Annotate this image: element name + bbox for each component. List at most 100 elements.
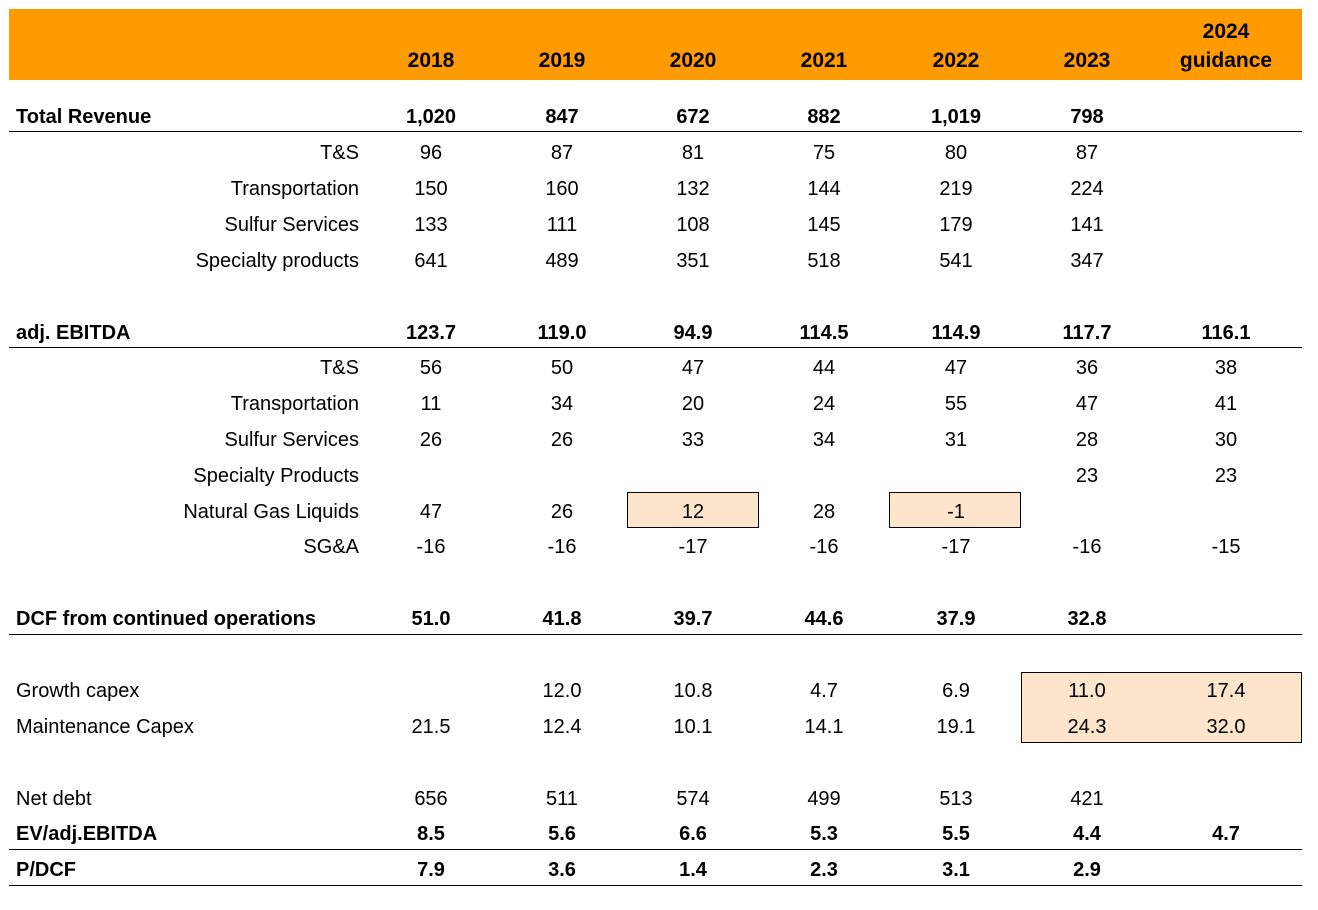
row-label: EV/adj.EBITDA — [16, 823, 158, 845]
table-row: Transportation 11 34 20 24 55 47 41 — [0, 390, 1318, 418]
cell-2019: 26 — [550, 501, 574, 523]
cell-2024-guidance: 4.7 — [1212, 823, 1240, 845]
cell-2023: 421 — [1070, 788, 1104, 810]
cell-2020: 12 — [681, 501, 705, 523]
row-label: Specialty Products — [193, 465, 359, 487]
row-label: Net debt — [16, 788, 92, 810]
row-label: P/DCF — [16, 859, 76, 881]
table-row: Natural Gas Liquids 47 26 12 28 -1 — [0, 498, 1318, 526]
cell-2022: 31 — [944, 429, 968, 451]
cell-2021: 24 — [812, 393, 836, 415]
cell-2022: 513 — [939, 788, 973, 810]
table-row: SG&A -16 -16 -17 -16 -17 -16 -15 — [0, 533, 1318, 561]
cell-2019: 5.6 — [548, 823, 576, 845]
cell-2019: 3.6 — [548, 859, 576, 881]
row-label: Sulfur Services — [224, 429, 360, 451]
cell-2020: 574 — [676, 788, 710, 810]
table-row: P/DCF 7.9 3.6 1.4 2.3 3.1 2.9 — [0, 856, 1318, 884]
cell-2022: 6.9 — [942, 680, 970, 702]
cell-2023: 2.9 — [1073, 859, 1101, 881]
cell-2018: 7.9 — [417, 859, 445, 881]
cell-2019: 847 — [545, 106, 579, 128]
cell-2021: 499 — [807, 788, 841, 810]
table-row: Specialty products 641 489 351 518 541 3… — [0, 247, 1318, 275]
table-row: Net debt 656 511 574 499 513 421 — [0, 785, 1318, 813]
cell-2019: 34 — [550, 393, 574, 415]
cell-2018: 656 — [414, 788, 448, 810]
cell-2022: 114.9 — [931, 322, 981, 344]
cell-2022: 541 — [939, 250, 973, 272]
cell-2021: 2.3 — [810, 859, 838, 881]
table-row: T&S 96 87 81 75 80 87 — [0, 139, 1318, 167]
row-label: Growth capex — [16, 680, 140, 702]
row-label: Sulfur Services — [224, 214, 360, 236]
cell-2024-guidance: 116.1 — [1201, 322, 1251, 344]
cell-2020: 47 — [681, 357, 705, 379]
cell-2022: 3.1 — [942, 859, 970, 881]
highlight-box-ngl-2022 — [889, 492, 1021, 528]
cell-2024-guidance: -15 — [1211, 536, 1241, 558]
row-label: Total Revenue — [16, 106, 152, 128]
cell-2021: 75 — [812, 142, 836, 164]
cell-2020: 351 — [676, 250, 710, 272]
cell-2021: 44.6 — [804, 608, 844, 630]
cell-2023: 24.3 — [1067, 716, 1107, 738]
cell-2024-guidance: 17.4 — [1206, 680, 1246, 702]
table-row: Growth capex 12.0 10.8 4.7 6.9 11.0 17.4 — [0, 677, 1318, 705]
row-label: T&S — [320, 357, 359, 379]
cell-2020: 20 — [681, 393, 705, 415]
cell-2018: 96 — [419, 142, 443, 164]
cell-2018: 8.5 — [417, 823, 445, 845]
cell-2018: 133 — [414, 214, 448, 236]
cell-2021: 44 — [812, 357, 836, 379]
cell-2023: 11.0 — [1068, 680, 1106, 702]
cell-2020: 39.7 — [673, 608, 713, 630]
table-row: adj. EBITDA 123.7 119.0 94.9 114.5 114.9… — [0, 319, 1318, 347]
cell-2022: 5.5 — [942, 823, 970, 845]
cell-2019: 511 — [546, 788, 578, 810]
cell-2020: -17 — [678, 536, 708, 558]
cell-2023: 4.4 — [1073, 823, 1101, 845]
cell-2018: 123.7 — [405, 322, 457, 344]
cell-2020: 81 — [681, 142, 705, 164]
cell-2021: -16 — [809, 536, 839, 558]
cell-2021: 144 — [807, 178, 841, 200]
row-label: Maintenance Capex — [16, 716, 194, 738]
year-2021-header: 2021 — [800, 49, 848, 72]
cell-2020: 10.1 — [673, 716, 713, 738]
cell-2023: 141 — [1070, 214, 1104, 236]
row-label: Transportation — [230, 393, 359, 415]
cell-2024-guidance: 32.0 — [1206, 716, 1246, 738]
cell-2019: 111 — [546, 214, 578, 236]
divider-total-revenue — [9, 131, 1302, 132]
table-row: Sulfur Services 26 26 33 34 31 28 30 — [0, 426, 1318, 454]
cell-2022: 37.9 — [936, 608, 976, 630]
cell-2023: 23 — [1075, 465, 1099, 487]
guidance-header-label: guidance — [1179, 49, 1273, 72]
cell-2019: 160 — [545, 178, 579, 200]
cell-2022: 80 — [944, 142, 968, 164]
cell-2023: 117.7 — [1062, 322, 1112, 344]
cell-2018: 26 — [419, 429, 443, 451]
cell-2023: 798 — [1070, 106, 1104, 128]
cell-2018: 51.0 — [411, 608, 451, 630]
highlight-box-ngl-2020 — [627, 492, 759, 528]
cell-2019: 26 — [550, 429, 574, 451]
header-band — [9, 9, 1302, 80]
cell-2019: 12.0 — [542, 680, 582, 702]
cell-2022: 55 — [944, 393, 968, 415]
cell-2020: 672 — [676, 106, 710, 128]
cell-2019: 41.8 — [542, 608, 582, 630]
cell-2024-guidance: 30 — [1214, 429, 1238, 451]
row-label: Natural Gas Liquids — [183, 501, 359, 523]
cell-2020: 1.4 — [679, 859, 707, 881]
cell-2022: 1,019 — [930, 106, 982, 128]
table-row: Specialty Products 23 23 — [0, 462, 1318, 490]
year-2020-header: 2020 — [669, 49, 717, 72]
cell-2022: -1 — [947, 501, 965, 523]
table-row: Transportation 150 160 132 144 219 224 — [0, 175, 1318, 203]
divider-dcf — [9, 634, 1302, 635]
row-label: Transportation — [230, 178, 359, 200]
cell-2021: 5.3 — [810, 823, 838, 845]
cell-2018: 56 — [419, 357, 443, 379]
